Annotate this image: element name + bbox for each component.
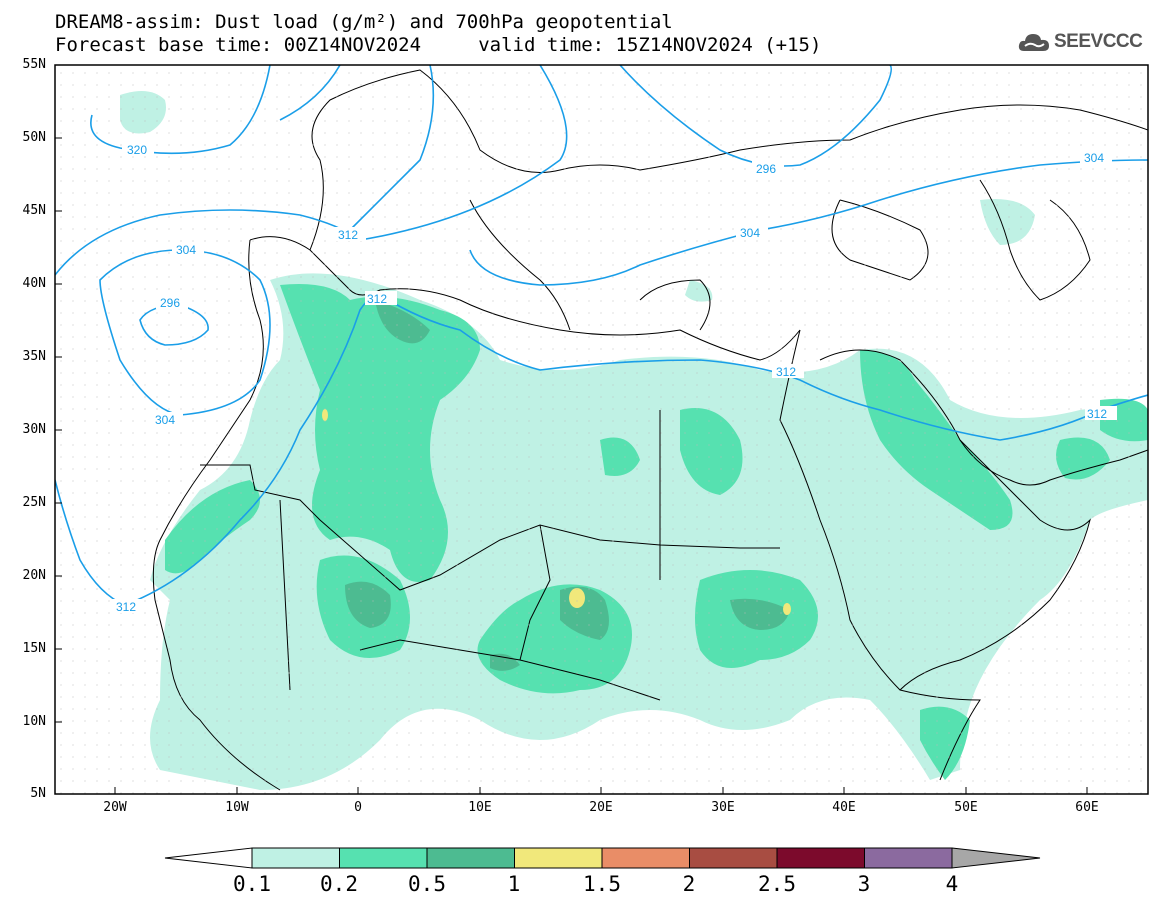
lat-tick-label: 15N bbox=[22, 641, 46, 656]
lat-tick-label: 55N bbox=[22, 57, 46, 72]
lon-tick-label: 0 bbox=[354, 800, 362, 815]
contour-label: 304 bbox=[176, 243, 196, 257]
colorbar-label: 3 bbox=[857, 872, 871, 896]
contour-label: 312 bbox=[1087, 407, 1107, 421]
logo-text: SEEVCCC bbox=[1054, 31, 1143, 52]
lon-tick-label: 40E bbox=[832, 800, 856, 815]
colorbar-label: 0.2 bbox=[320, 872, 358, 896]
lat-tick-label: 20N bbox=[22, 568, 46, 583]
contour-label: 312 bbox=[367, 292, 387, 306]
colorbar-swatch bbox=[864, 847, 953, 869]
colorbar-swatch bbox=[251, 847, 340, 869]
colorbar-over-triangle bbox=[951, 847, 1041, 869]
colorbar-label: 2.5 bbox=[758, 872, 796, 896]
colorbar-label: 1 bbox=[507, 872, 521, 896]
seevccc-logo: SEEVCCC bbox=[1018, 28, 1143, 56]
lat-tick-label: 45N bbox=[22, 203, 46, 218]
colorbar-swatch bbox=[339, 847, 428, 869]
colorbar-swatch bbox=[776, 847, 865, 869]
lat-tick-label: 40N bbox=[22, 276, 46, 291]
colorbar-swatch bbox=[689, 847, 778, 869]
lon-tick-label: 20E bbox=[589, 800, 613, 815]
contour-label: 320 bbox=[127, 143, 147, 157]
chart-title: DREAM8-assim: Dust load (g/m²) and 700hP… bbox=[55, 11, 673, 33]
lon-tick-label: 60E bbox=[1075, 800, 1099, 815]
colorbar-swatch bbox=[514, 847, 603, 869]
colorbar-label: 0.5 bbox=[408, 872, 446, 896]
contour-label: 304 bbox=[1084, 151, 1104, 165]
colorbar-label: 1.5 bbox=[583, 872, 621, 896]
lon-tick-label: 20W bbox=[103, 800, 127, 815]
lat-tick-label: 35N bbox=[22, 349, 46, 364]
contour-label: 304 bbox=[740, 226, 760, 240]
chart-subtitle: Forecast base time: 00Z14NOV2024 valid t… bbox=[55, 34, 822, 56]
tick-marks bbox=[55, 64, 1088, 794]
lat-tick-label: 10N bbox=[22, 714, 46, 729]
contour-labels: 320 312 304 296 304 296 312 304 312 312 … bbox=[112, 142, 1117, 614]
contour-label: 312 bbox=[116, 600, 136, 614]
colorbar-swatch bbox=[426, 847, 515, 869]
colorbar-label: 4 bbox=[945, 872, 959, 896]
contour-label: 304 bbox=[155, 413, 175, 427]
lon-tick-label: 30E bbox=[711, 800, 735, 815]
lat-tick-label: 50N bbox=[22, 130, 46, 145]
cloud-icon bbox=[1018, 34, 1049, 51]
contour-label: 312 bbox=[776, 365, 796, 379]
colorbar bbox=[164, 847, 1041, 869]
lon-tick-label: 10W bbox=[225, 800, 249, 815]
contour-label: 296 bbox=[756, 162, 776, 176]
colorbar-swatch bbox=[601, 847, 690, 869]
lat-tick-label: 25N bbox=[22, 495, 46, 510]
colorbar-label: 2 bbox=[682, 872, 696, 896]
lon-tick-label: 50E bbox=[954, 800, 978, 815]
contour-label: 296 bbox=[160, 296, 180, 310]
lon-tick-label: 10E bbox=[468, 800, 492, 815]
contour-label: 312 bbox=[338, 228, 358, 242]
colorbar-under-triangle bbox=[164, 847, 253, 869]
lat-tick-label: 30N bbox=[22, 422, 46, 437]
colorbar-label: 0.1 bbox=[233, 872, 271, 896]
lat-tick-label: 5N bbox=[30, 786, 46, 801]
